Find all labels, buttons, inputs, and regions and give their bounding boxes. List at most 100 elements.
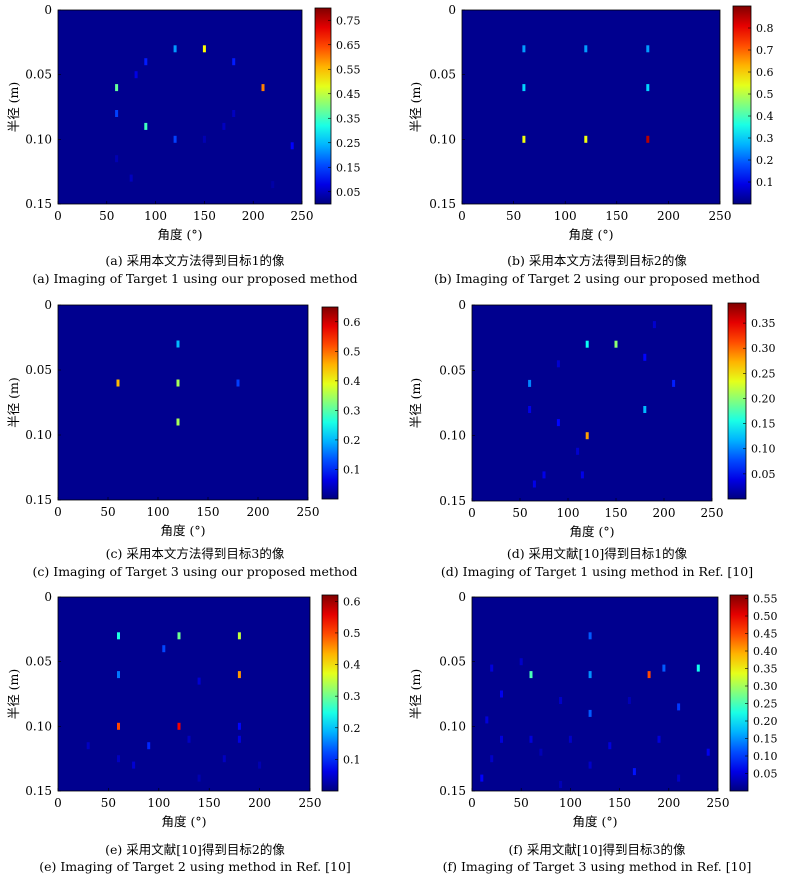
heatmap-chart: 0 50 100 150 200 250 0 0.05 0.10 0.15 角度 (°) 半径 (m)… xyxy=(6,3,361,242)
colorbar-tick-label: 0.4 xyxy=(343,659,361,672)
heatmap-cell xyxy=(608,742,612,750)
colorbar-tick-label: 0.05 xyxy=(336,186,361,199)
colorbar-tick-label: 0.25 xyxy=(751,367,776,380)
y-tick-label: 0.15 xyxy=(25,784,52,798)
x-axis-label: 角度 (°) xyxy=(158,227,203,242)
heatmap-cell xyxy=(237,671,241,679)
heatmap-cell xyxy=(672,379,676,387)
heatmap-cell xyxy=(173,45,177,53)
y-tick-label: 0.10 xyxy=(25,428,52,442)
x-tick-label: 100 xyxy=(144,209,167,223)
heatmap-cell xyxy=(662,664,666,672)
x-tick-label: 50 xyxy=(101,796,116,810)
y-axis-label: 半径 (m) xyxy=(6,377,21,428)
x-tick-label: 150 xyxy=(605,506,628,520)
colorbar-tick-label: 0.7 xyxy=(756,44,774,57)
heatmap-cell xyxy=(237,632,241,640)
heatmap-cell xyxy=(117,755,120,763)
heatmap-cell xyxy=(539,748,543,756)
heatmap-cell xyxy=(652,321,656,329)
colorbar-tick-label: 0.15 xyxy=(751,418,776,431)
caption-en: (e) Imaging of Target 2 using method in … xyxy=(39,859,351,874)
x-tick-label: 50 xyxy=(512,506,527,520)
heatmap-cell xyxy=(556,360,560,368)
colorbar-tick-label: 0.35 xyxy=(753,663,778,676)
x-axis-label: 角度 (°) xyxy=(573,814,618,829)
y-tick-label: 0 xyxy=(458,590,466,604)
x-tick-label: 50 xyxy=(506,209,521,223)
heatmap-cell xyxy=(646,84,650,92)
heatmap-cell xyxy=(86,742,90,750)
heatmap-cell xyxy=(522,45,526,53)
y-tick-label: 0.05 xyxy=(25,68,52,82)
heatmap-cell xyxy=(646,45,650,53)
plot-frame xyxy=(471,304,713,502)
heatmap-cell xyxy=(485,716,489,724)
colorbar xyxy=(732,5,752,205)
heatmap-cell xyxy=(162,645,166,653)
colorbar-tick-label: 0.6 xyxy=(756,66,774,79)
x-axis-label: 角度 (°) xyxy=(569,227,614,242)
panel-c: 0 50 100 150 200 250 0 0.05 0.10 0.15 角度 (°) 半径 (m)… xyxy=(0,295,390,587)
heatmap-cell xyxy=(519,658,523,666)
colorbar-tick-label: 0.15 xyxy=(336,161,361,174)
colorbar-tick-label: 0.65 xyxy=(336,39,361,52)
x-axis-label: 角度 (°) xyxy=(162,814,207,829)
y-tick-label: 0.05 xyxy=(25,363,52,377)
x-tick-label: 250 xyxy=(297,505,320,519)
caption-cn: (f) 采用文献[10]得到目标3的像 xyxy=(508,842,686,857)
heatmap-cell xyxy=(588,709,592,717)
caption-cn: (c) 采用本文方法得到目标3的像 xyxy=(105,546,285,561)
caption-cn: (e) 采用文献[10]得到目标2的像 xyxy=(105,842,285,857)
panel-b: 0 50 100 150 200 250 0 0.05 0.10 0.15 角度 (°) 半径 (m)… xyxy=(402,0,792,292)
x-tick-label: 100 xyxy=(557,506,580,520)
y-tick-label: 0 xyxy=(448,3,456,17)
heatmap-cell xyxy=(522,84,526,92)
x-tick-label: 200 xyxy=(653,506,676,520)
plot-frame xyxy=(57,9,303,205)
colorbar-tick-label: 0.75 xyxy=(336,14,361,27)
plot-frame xyxy=(57,596,311,792)
heatmap-cell xyxy=(134,71,138,79)
colorbar-tick-label: 0.25 xyxy=(336,137,361,150)
y-tick-label: 0 xyxy=(44,590,52,604)
x-tick-label: 50 xyxy=(514,796,529,810)
colorbar-tick-label: 0.35 xyxy=(336,112,361,125)
caption-en: (d) Imaging of Target 1 using method in … xyxy=(440,564,754,579)
x-tick-label: 200 xyxy=(657,796,680,810)
colorbar-tick-label: 0.15 xyxy=(753,733,778,746)
x-tick-label: 150 xyxy=(197,505,220,519)
heatmap-cell xyxy=(500,735,503,743)
heatmap-chart: 0 50 100 150 200 250 0 0.05 0.10 0.15 角度 (°) 半径 (m)… xyxy=(408,3,774,242)
heatmap-cell xyxy=(532,480,536,488)
heatmap-cell xyxy=(529,735,533,743)
y-tick-label: 0 xyxy=(458,298,466,312)
y-tick-label: 0.05 xyxy=(429,68,456,82)
heatmap-cell xyxy=(632,768,636,776)
colorbar-tick-label: 0.1 xyxy=(343,463,361,476)
caption-en: (c) Imaging of Target 3 using our propos… xyxy=(32,564,358,579)
heatmap-cell xyxy=(480,774,484,782)
heatmap-cell xyxy=(258,761,262,769)
colorbar-tick-label: 0.45 xyxy=(753,628,778,641)
heatmap-cell xyxy=(176,379,180,387)
heatmap-cell xyxy=(144,58,148,66)
colorbar-tick-label: 0.20 xyxy=(751,392,776,405)
heatmap-cell xyxy=(696,664,700,672)
y-tick-label: 0.10 xyxy=(439,719,466,733)
x-axis-label: 角度 (°) xyxy=(161,523,206,538)
heatmap-chart: 0 50 100 150 200 250 0 0.05 0.10 0.15 角度 (°) 半径 (m)… xyxy=(408,590,778,829)
caption-cn: (b) 采用本文方法得到目标2的像 xyxy=(507,253,687,268)
heatmap-cell xyxy=(271,181,275,189)
heatmap-cell xyxy=(580,471,584,479)
heatmap-cell xyxy=(115,155,119,163)
plot-area xyxy=(472,597,718,791)
x-tick-label: 250 xyxy=(709,209,732,223)
plot-area xyxy=(58,10,302,204)
x-tick-label: 0 xyxy=(458,209,466,223)
x-tick-label: 0 xyxy=(54,505,62,519)
x-tick-label: 200 xyxy=(248,796,271,810)
heatmap-cell xyxy=(115,110,119,117)
heatmap-cell xyxy=(173,135,177,143)
y-tick-label: 0.15 xyxy=(25,197,52,211)
